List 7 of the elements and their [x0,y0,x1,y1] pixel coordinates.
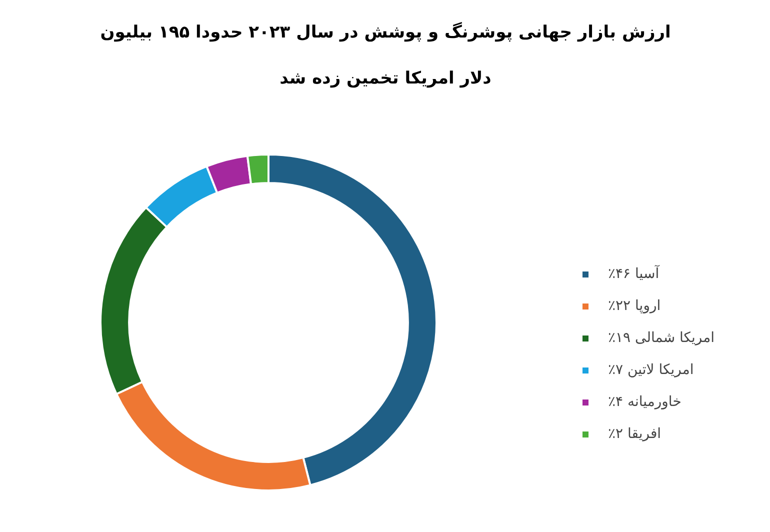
legend-label: امریکا لاتین ۷٪ [608,362,694,378]
legend-label: افریقا ۲٪ [608,426,662,442]
legend-label: آسیا ۴۶٪ [608,266,660,282]
legend-label: اروپا ۲۲٪ [608,298,661,314]
legend-label: امریکا شمالی ۱۹٪ [608,330,715,346]
legend-label: خاورمیانه ۴٪ [608,394,682,410]
chart-title: ارزش بازار جهانی پوشرنگ و پوشش در سال ۲۰۲۳ حدودا ۱۹۵ بیلیون دلار امریکا تخمین زده شد [100,22,671,88]
